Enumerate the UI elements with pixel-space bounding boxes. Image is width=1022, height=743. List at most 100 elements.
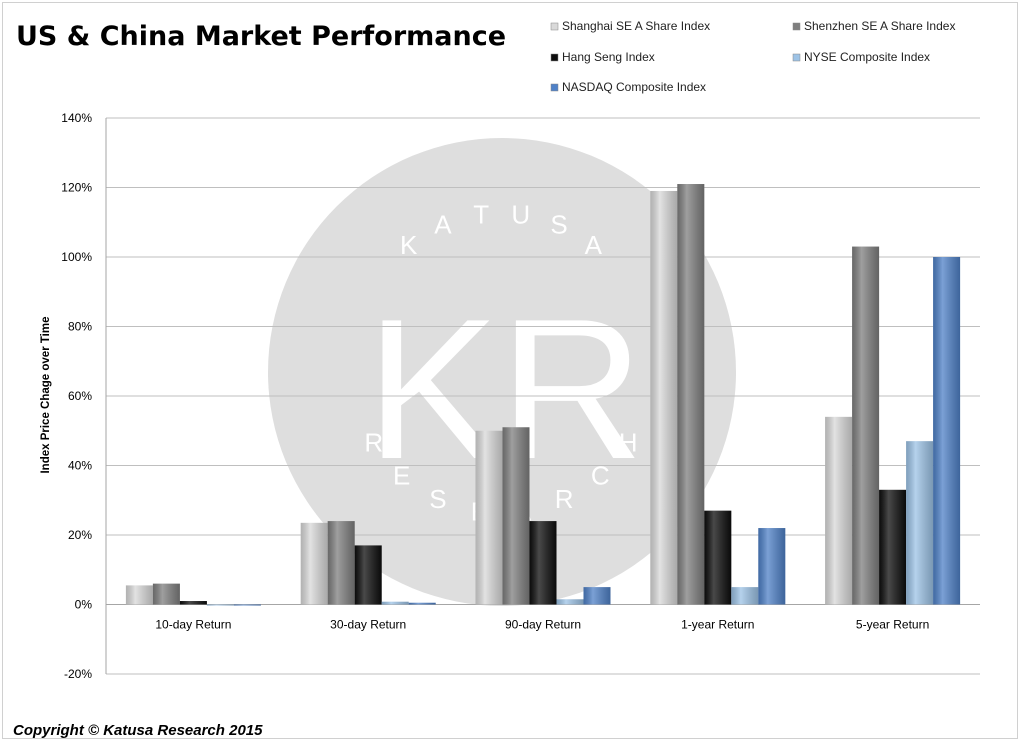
bar — [650, 190, 678, 605]
bar-shading — [179, 601, 207, 605]
watermark-letter: S — [429, 484, 448, 514]
legend: Shanghai SE A Share Index Shenzhen SE A S… — [550, 19, 955, 94]
bar-shading — [852, 246, 880, 605]
watermark-letter: R — [555, 484, 576, 514]
x-category-label: 5-year Return — [856, 618, 929, 632]
legend-item: Hang Seng Index — [550, 50, 655, 64]
watermark-circle — [268, 138, 736, 606]
bar — [825, 416, 853, 605]
legend-label: Hang Seng Index — [562, 50, 655, 64]
watermark-letter: U — [511, 199, 532, 229]
bar-shading — [704, 510, 732, 605]
x-category-label: 1-year Return — [681, 618, 754, 632]
bar-shading — [758, 528, 786, 605]
y-tick-label: 100% — [61, 250, 92, 264]
bar — [502, 427, 530, 605]
bar-shading — [677, 184, 705, 605]
watermark-letter: A — [434, 210, 453, 240]
bar-shading — [475, 430, 503, 605]
watermark-letter: C — [591, 461, 612, 491]
bar-shading — [502, 427, 530, 605]
y-axis-title: Index Price Chage over Time — [40, 316, 52, 473]
bar-shading — [327, 521, 355, 605]
bar — [327, 521, 355, 605]
watermark-letter: T — [473, 199, 491, 229]
watermark-top-text: KA T U SA — [400, 199, 604, 259]
legend-item: NYSE Composite Index — [792, 50, 930, 64]
legend-label: NYSE Composite Index — [804, 50, 930, 64]
bar — [677, 184, 705, 605]
watermark-letter: E — [393, 461, 412, 491]
bar — [233, 604, 261, 606]
bar — [354, 545, 382, 605]
bar — [933, 257, 961, 605]
bar — [879, 489, 907, 605]
bar — [475, 430, 503, 605]
legend-swatch — [792, 53, 801, 62]
bar — [408, 602, 436, 605]
legend-item: Shanghai SE A Share Index — [550, 19, 710, 33]
bar-shading — [879, 489, 907, 605]
y-tick-label: 80% — [68, 320, 92, 334]
bar-shading — [556, 599, 584, 605]
y-tick-label: 140% — [61, 111, 92, 125]
bar — [206, 604, 234, 606]
x-category-label: 90-day Return — [505, 618, 581, 632]
copyright-footer: Copyright © Katusa Research 2015 — [13, 722, 263, 739]
legend-swatch — [792, 22, 801, 31]
bar — [179, 601, 207, 605]
bar — [300, 522, 328, 605]
y-axis-tick-labels: -20% 0% 20% 40% 60% 80% 100% 120% 140% — [61, 111, 92, 681]
y-tick-label: 0% — [75, 598, 93, 612]
bar-shading — [933, 257, 961, 605]
bar-shading — [300, 522, 328, 605]
bar-shading — [529, 521, 557, 605]
legend-label: NASDAQ Composite Index — [562, 80, 706, 94]
bar-shading — [354, 545, 382, 605]
bar-shading — [206, 604, 234, 606]
bar-shading — [381, 601, 409, 605]
bar — [704, 510, 732, 605]
x-category-label: 30-day Return — [330, 618, 406, 632]
bar-shading — [233, 604, 261, 606]
legend-label: Shenzhen SE A Share Index — [804, 19, 955, 33]
bar-shading — [125, 585, 153, 605]
y-tick-label: 20% — [68, 528, 92, 542]
y-tick-label: 40% — [68, 459, 92, 473]
bar-shading — [731, 587, 759, 605]
legend-swatch — [550, 53, 559, 62]
legend-item: NASDAQ Composite Index — [550, 80, 706, 94]
bars — [125, 184, 961, 606]
bar — [852, 246, 880, 605]
watermark-letter: R — [364, 428, 385, 458]
watermark-letter: K — [400, 230, 419, 260]
bar — [125, 585, 153, 605]
bar-shading — [408, 602, 436, 605]
bar-shading — [583, 587, 611, 605]
y-tick-label: -20% — [64, 667, 92, 681]
bar — [758, 528, 786, 605]
bar — [381, 601, 409, 605]
legend-swatch — [550, 83, 559, 92]
x-category-label: 10-day Return — [155, 618, 231, 632]
legend-swatch — [550, 22, 559, 31]
legend-label: Shanghai SE A Share Index — [562, 19, 710, 33]
bar — [583, 587, 611, 605]
bar — [529, 521, 557, 605]
watermark-letter: A — [585, 230, 604, 260]
watermark-letter: H — [619, 428, 640, 458]
bar — [152, 583, 180, 605]
x-axis-category-labels: 10-day Return 30-day Return 90-day Return 1… — [155, 618, 929, 632]
bar — [731, 587, 759, 605]
bar — [556, 599, 584, 605]
watermark-letter: S — [550, 210, 569, 240]
bar-shading — [825, 416, 853, 605]
bar-shading — [650, 190, 678, 605]
chart-title: US & China Market Performance — [16, 21, 506, 52]
y-tick-label: 120% — [61, 181, 92, 195]
bar-shading — [906, 441, 934, 605]
bar — [906, 441, 934, 605]
legend-item: Shenzhen SE A Share Index — [792, 19, 955, 33]
